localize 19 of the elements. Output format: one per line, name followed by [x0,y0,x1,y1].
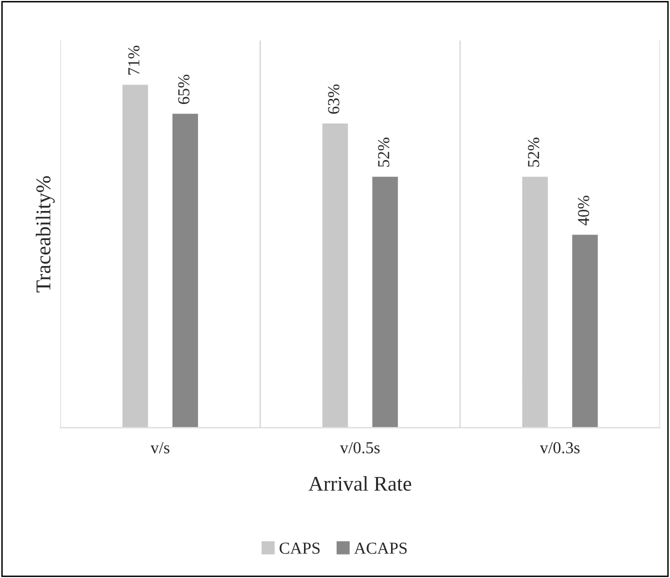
bar [570,233,600,428]
legend-label: ACAPS [354,542,407,554]
x-tick-label: v/0.5s [340,442,380,454]
x-tick-label: v/0.3s [540,442,580,454]
bar [121,83,150,428]
legend-label: CAPS [280,542,320,554]
data-label: 71% [128,46,140,75]
bar [320,122,350,428]
bar [370,175,400,428]
data-label: 52% [528,138,540,167]
y-axis-title: Traceability% [36,176,55,292]
bar [520,175,550,428]
bar [171,112,200,428]
data-label: 52% [378,138,390,167]
x-axis-title: Arrival Rate [308,476,412,491]
data-label: 65% [178,74,190,104]
data-label: 40% [578,196,590,226]
x-tick-label: v/s [150,442,170,454]
data-label: 63% [328,84,340,114]
